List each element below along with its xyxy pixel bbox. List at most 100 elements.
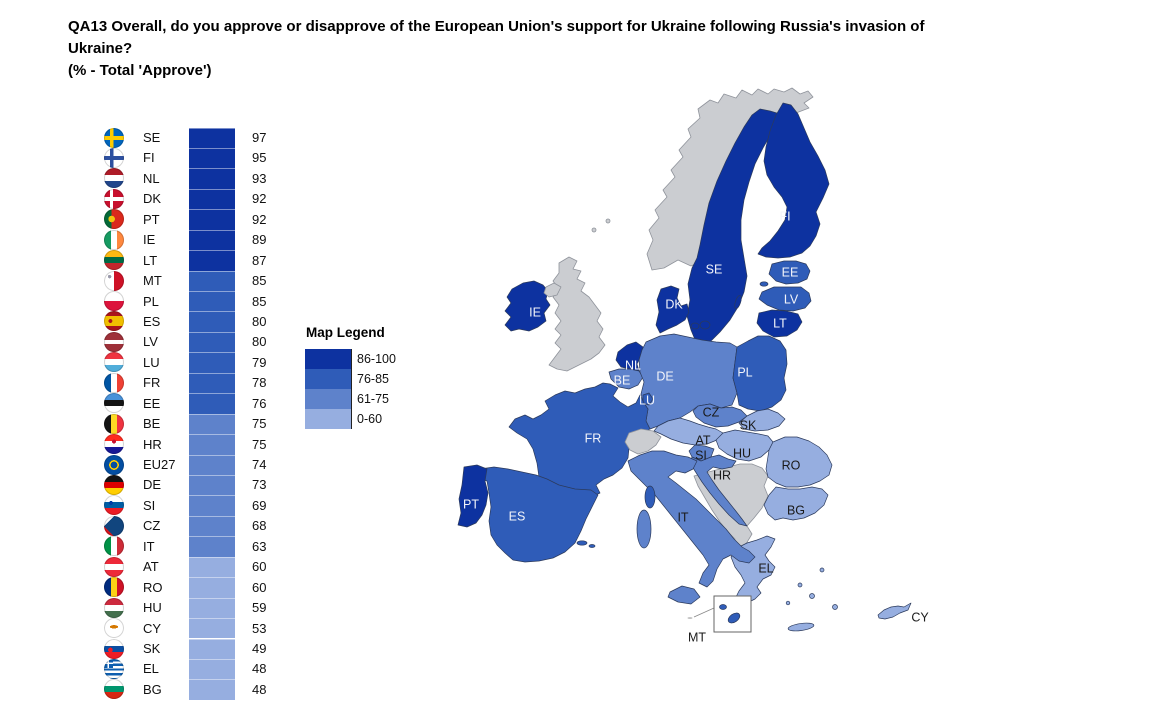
germany-flag-icon — [104, 474, 124, 495]
map-label-FR: FR — [585, 431, 602, 445]
approval-bar — [189, 434, 235, 455]
approval-bar — [189, 188, 235, 210]
approval-value: 59 — [252, 600, 267, 616]
map-label-IE: IE — [529, 305, 541, 319]
approval-bar — [189, 372, 235, 394]
approval-bar — [189, 168, 235, 189]
map-label-SK: SK — [740, 418, 757, 432]
approval-value: 75 — [252, 416, 267, 432]
approval-value: 89 — [252, 232, 267, 248]
question-title-line2: Ukraine? — [68, 40, 133, 57]
map-label-PL: PL — [737, 365, 752, 379]
italy-flag-icon — [104, 536, 124, 557]
estonia-flag-icon — [104, 393, 124, 414]
approval-bar — [189, 597, 235, 619]
map-island-sardinia — [636, 509, 652, 549]
greece-flag-icon — [104, 658, 124, 679]
map-label-HR: HR — [713, 468, 731, 482]
country-code-label: ES — [143, 313, 161, 329]
ranking-row-SK: SK 49 — [104, 638, 304, 659]
approval-bar — [189, 250, 235, 271]
country-code-label: BE — [143, 416, 161, 432]
country-code-label: NL — [143, 170, 160, 186]
map-label-IT: IT — [677, 510, 688, 524]
latvia-flag-icon — [104, 331, 124, 352]
map-country-IT — [627, 450, 756, 588]
approval-value: 60 — [252, 579, 267, 595]
approval-bar — [189, 679, 235, 700]
map-country-ES — [465, 466, 599, 563]
poland-flag-icon — [104, 291, 124, 312]
country-code-label: SI — [143, 497, 156, 513]
romania-flag-icon — [104, 577, 124, 598]
approval-value: 49 — [252, 641, 267, 656]
map-legend-title: Map Legend — [306, 325, 385, 340]
country-code-label: AT — [143, 559, 159, 575]
map-island-malta-inset — [727, 612, 741, 624]
map-legend-items: 86-100 76-85 61-75 0-60 — [305, 349, 396, 429]
netherlands-flag-icon — [104, 168, 124, 189]
map-label-LV: LV — [784, 292, 799, 306]
map-country-RO — [765, 436, 833, 488]
ranking-row-FI: FI 95 — [104, 147, 304, 169]
map-country-LV — [758, 286, 812, 312]
ranking-row-CZ: CZ 68 — [104, 515, 304, 537]
legend-item-0-60: 0-60 — [305, 409, 396, 429]
legend-swatch — [305, 409, 352, 429]
ranking-row-BE: BE 75 — [104, 413, 304, 435]
map-country-BG — [763, 486, 829, 521]
map-island-malta-actual — [687, 617, 693, 619]
approval-value: 75 — [252, 436, 267, 452]
map-label-SE: SE — [706, 262, 723, 276]
legend-item-61-75: 61-75 — [305, 389, 396, 409]
country-code-label: IE — [143, 232, 156, 248]
country-code-label: PL — [143, 293, 159, 309]
approval-value: 85 — [252, 293, 267, 309]
legend-range-label: 76-85 — [357, 372, 389, 386]
country-code-label: EU27 — [143, 457, 176, 473]
country-code-label: SK — [143, 641, 161, 656]
country-code-label: PT — [143, 211, 160, 227]
approval-value: 87 — [252, 252, 267, 268]
map-label-BG: BG — [787, 503, 805, 517]
legend-swatch — [305, 369, 352, 389]
approval-value: 93 — [252, 170, 267, 186]
map-region-northern-ireland — [543, 282, 562, 298]
luxembourg-flag-icon — [104, 352, 124, 373]
czechia-flag-icon — [104, 515, 124, 536]
ranking-row-EL: EL 48 — [104, 658, 304, 680]
approval-value: 92 — [252, 191, 267, 207]
approval-bar — [189, 311, 235, 332]
approval-value: 97 — [252, 130, 267, 145]
legend-item-86-100: 86-100 — [305, 349, 396, 369]
map-island-aegean-5 — [785, 600, 791, 606]
legend-swatch — [305, 389, 352, 409]
legend-range-label: 61-75 — [357, 392, 389, 406]
approval-bar — [189, 638, 235, 659]
ranking-row-AT: AT 60 — [104, 556, 304, 578]
map-label-LU: LU — [639, 393, 655, 407]
cyprus-flag-icon — [104, 618, 124, 639]
map-label-EL: EL — [758, 561, 773, 575]
portugal-flag-icon — [104, 209, 124, 230]
ranking-row-EE: EE 76 — [104, 393, 304, 414]
map-country-PT — [457, 464, 489, 528]
approval-value: 80 — [252, 334, 267, 350]
approval-value: 79 — [252, 354, 267, 370]
map-island-gotland — [734, 294, 742, 310]
map-label-NL: NL — [625, 358, 641, 372]
map-island-aegean-1 — [797, 582, 803, 588]
ranking-row-MT: MT 85 — [104, 270, 304, 292]
ranking-row-CY: CY 53 — [104, 618, 304, 639]
country-code-label: FI — [143, 150, 155, 166]
ranking-row-IT: IT 63 — [104, 536, 304, 557]
legend-item-76-85: 76-85 — [305, 369, 396, 389]
map-label-ES: ES — [509, 509, 526, 523]
spain-flag-icon — [104, 311, 124, 332]
map-island-aegean-3 — [819, 567, 825, 573]
map-label-SI: SI — [695, 448, 707, 462]
ranking-row-IE: IE 89 — [104, 229, 304, 251]
approval-value: 78 — [252, 375, 267, 391]
france-flag-icon — [104, 372, 124, 393]
map-island-funen — [690, 322, 700, 330]
